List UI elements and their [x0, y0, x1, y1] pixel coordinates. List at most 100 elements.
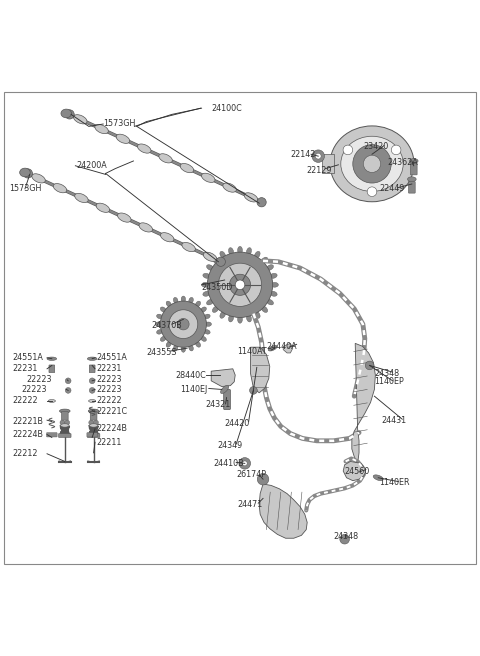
Ellipse shape	[203, 274, 210, 278]
Circle shape	[65, 388, 71, 394]
Ellipse shape	[160, 337, 166, 341]
Ellipse shape	[95, 125, 108, 134]
Ellipse shape	[206, 299, 214, 305]
Ellipse shape	[261, 306, 268, 312]
Ellipse shape	[195, 342, 201, 347]
Ellipse shape	[204, 329, 210, 334]
Ellipse shape	[48, 400, 55, 402]
Ellipse shape	[246, 314, 252, 322]
Circle shape	[353, 144, 391, 183]
Ellipse shape	[238, 316, 242, 323]
Ellipse shape	[244, 193, 258, 202]
Circle shape	[218, 263, 262, 306]
Circle shape	[312, 150, 324, 163]
FancyBboxPatch shape	[224, 390, 230, 409]
Ellipse shape	[60, 409, 70, 413]
Ellipse shape	[201, 307, 206, 312]
Ellipse shape	[88, 409, 99, 413]
Circle shape	[257, 474, 269, 485]
Circle shape	[239, 458, 251, 469]
Ellipse shape	[238, 247, 242, 254]
Circle shape	[89, 378, 95, 384]
Ellipse shape	[88, 400, 96, 402]
Ellipse shape	[166, 301, 171, 307]
Text: 24350D: 24350D	[202, 283, 233, 292]
Ellipse shape	[75, 194, 88, 203]
Text: 22223: 22223	[22, 385, 47, 394]
Text: 22212: 22212	[12, 449, 37, 459]
Ellipse shape	[216, 257, 226, 266]
Circle shape	[250, 386, 257, 394]
Text: 1140ER: 1140ER	[379, 478, 410, 487]
Ellipse shape	[189, 297, 193, 304]
Circle shape	[242, 461, 247, 466]
Ellipse shape	[181, 346, 185, 352]
Ellipse shape	[60, 424, 69, 427]
Ellipse shape	[202, 282, 209, 287]
Text: 24321: 24321	[205, 400, 231, 409]
FancyBboxPatch shape	[410, 163, 417, 175]
Ellipse shape	[330, 126, 414, 202]
Text: 24348: 24348	[334, 532, 359, 541]
Text: 24551A: 24551A	[12, 354, 43, 362]
Text: 22222: 22222	[96, 396, 121, 405]
Ellipse shape	[159, 154, 172, 163]
Circle shape	[340, 535, 349, 544]
FancyBboxPatch shape	[61, 411, 68, 420]
Text: 24355S: 24355S	[146, 348, 177, 358]
FancyBboxPatch shape	[49, 365, 55, 373]
Ellipse shape	[139, 223, 153, 232]
Circle shape	[207, 252, 273, 318]
Ellipse shape	[261, 257, 268, 264]
Ellipse shape	[47, 357, 57, 360]
Ellipse shape	[180, 163, 193, 173]
Circle shape	[60, 420, 65, 425]
FancyBboxPatch shape	[87, 433, 97, 437]
Ellipse shape	[20, 168, 30, 177]
Circle shape	[367, 187, 377, 197]
Polygon shape	[283, 343, 293, 353]
Ellipse shape	[408, 177, 416, 182]
Circle shape	[94, 420, 98, 425]
Text: 22223: 22223	[96, 375, 121, 384]
Ellipse shape	[266, 264, 274, 270]
Text: 24370B: 24370B	[151, 321, 182, 330]
Text: 26174P: 26174P	[236, 470, 266, 480]
Text: 22224B: 22224B	[96, 424, 127, 434]
Text: 1140EP: 1140EP	[374, 377, 404, 386]
Text: 22142: 22142	[290, 150, 316, 159]
Polygon shape	[211, 369, 235, 386]
Ellipse shape	[205, 322, 211, 326]
Ellipse shape	[228, 248, 234, 255]
FancyBboxPatch shape	[90, 411, 97, 420]
Ellipse shape	[257, 197, 266, 207]
Ellipse shape	[220, 311, 226, 318]
Text: 28440C: 28440C	[175, 371, 206, 380]
Text: 24410B: 24410B	[214, 459, 244, 468]
Text: 22231: 22231	[96, 364, 121, 373]
Ellipse shape	[341, 136, 403, 192]
Text: 1140AT: 1140AT	[238, 348, 267, 356]
Circle shape	[169, 310, 198, 338]
Ellipse shape	[270, 291, 277, 297]
Polygon shape	[343, 461, 366, 481]
Ellipse shape	[206, 264, 214, 270]
Text: 1573GH: 1573GH	[10, 184, 42, 194]
Text: 1140EJ: 1140EJ	[180, 385, 207, 394]
Polygon shape	[259, 484, 307, 538]
Text: 24362A: 24362A	[388, 158, 419, 167]
FancyBboxPatch shape	[408, 182, 415, 193]
Ellipse shape	[189, 345, 193, 351]
Ellipse shape	[220, 385, 229, 394]
Ellipse shape	[373, 475, 383, 481]
Polygon shape	[251, 347, 270, 393]
Text: 24551A: 24551A	[96, 354, 127, 362]
FancyBboxPatch shape	[322, 154, 334, 173]
Circle shape	[363, 155, 381, 173]
Ellipse shape	[96, 203, 109, 213]
Ellipse shape	[202, 173, 215, 182]
Ellipse shape	[156, 314, 163, 319]
Ellipse shape	[156, 329, 163, 334]
Ellipse shape	[228, 314, 234, 322]
Ellipse shape	[160, 307, 166, 312]
